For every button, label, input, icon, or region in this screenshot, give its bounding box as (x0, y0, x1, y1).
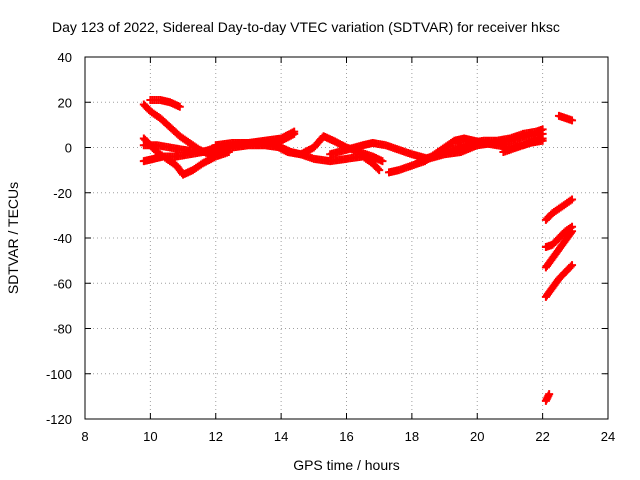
data-point-marker (568, 116, 577, 125)
chart-title: Day 123 of 2022, Sidereal Day-to-day VTE… (52, 19, 560, 35)
data-point-marker (568, 227, 577, 236)
x-tick-label: 16 (339, 429, 353, 444)
data-point-marker (568, 195, 577, 204)
data-point-marker (290, 127, 299, 136)
x-tick-label: 22 (535, 429, 549, 444)
y-tick-label: 40 (58, 50, 72, 65)
data-points (139, 95, 577, 405)
y-tick-label: -100 (46, 367, 72, 382)
y-tick-label: 20 (58, 95, 72, 110)
x-tick-label: 12 (209, 429, 223, 444)
y-tick-label: 0 (65, 141, 72, 156)
x-tick-label: 24 (601, 429, 615, 444)
x-tick-label: 10 (143, 429, 157, 444)
x-tick-label: 8 (81, 429, 88, 444)
grid (85, 57, 608, 419)
data-point-marker (538, 136, 547, 145)
x-tick-label: 18 (405, 429, 419, 444)
y-tick-label: -40 (53, 231, 72, 246)
y-axis-label: SDTVAR / TECUs (5, 182, 21, 294)
data-point-marker (378, 157, 387, 166)
data-point-marker (545, 390, 554, 399)
data-point-marker (568, 261, 577, 270)
x-axis-label: GPS time / hours (293, 457, 400, 473)
y-tick-label: -120 (46, 412, 72, 427)
data-point-marker (175, 102, 184, 111)
data-point-marker (375, 166, 384, 175)
data-point-marker (566, 196, 575, 205)
data-point-marker (566, 262, 575, 271)
data-point-marker (566, 228, 575, 237)
y-tick-label: -20 (53, 186, 72, 201)
x-tick-label: 20 (470, 429, 484, 444)
x-tick-label: 14 (274, 429, 288, 444)
axis-ticks: 8 10 12 14 16 18 20 22 24 40 20 0 -20 -40 -60 -80 -100 -1… (46, 50, 615, 444)
y-tick-label: -60 (53, 276, 72, 291)
data-point-marker (538, 125, 547, 134)
data-point-marker (373, 164, 382, 173)
y-tick-label: -80 (53, 322, 72, 337)
